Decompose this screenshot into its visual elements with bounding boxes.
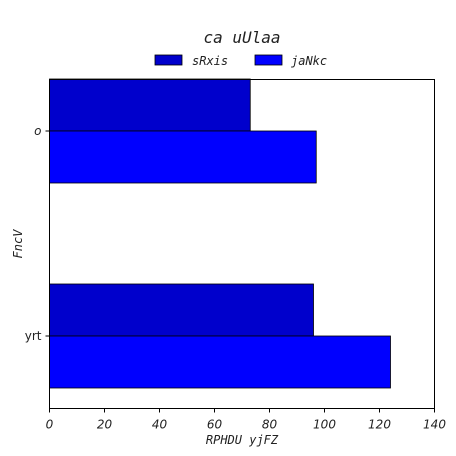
y-tick-label: yrt <box>25 329 42 343</box>
x-tick-label: 140 <box>423 418 446 432</box>
legend-label-series-1: sRxis <box>192 54 228 68</box>
x-tick-label: 0 <box>46 418 54 432</box>
y-axis-label: FncV <box>11 229 25 259</box>
chart-title: ca uUlaa <box>203 28 280 47</box>
x-tick-label: 120 <box>368 418 391 432</box>
x-tick-label: 80 <box>262 418 278 432</box>
y-tick-label: o <box>34 124 41 138</box>
bars-group <box>49 78 391 389</box>
x-tick-label: 20 <box>97 418 113 432</box>
bar-yrt-sRxis <box>49 283 314 337</box>
x-axis-label: RPHDU yjFZ <box>206 433 279 447</box>
legend-swatch-series-2 <box>254 54 283 66</box>
plot-area-frame <box>49 79 435 409</box>
bar-o-sRxis <box>49 78 251 132</box>
bar-o-jaNkc <box>49 130 317 184</box>
legend-swatch-series-1 <box>154 54 183 66</box>
bar-yrt-jaNkc <box>49 335 391 389</box>
x-axis-ticks: 0 20 40 60 80 100 120 140 <box>46 408 446 432</box>
legend-label-series-2: jaNkc <box>291 54 327 68</box>
x-tick-label: 100 <box>313 418 336 432</box>
legend: sRxis jaNkc <box>154 54 327 68</box>
y-axis-ticks: o yrt <box>25 124 50 343</box>
x-tick-label: 60 <box>207 418 223 432</box>
x-tick-label: 40 <box>152 418 168 432</box>
